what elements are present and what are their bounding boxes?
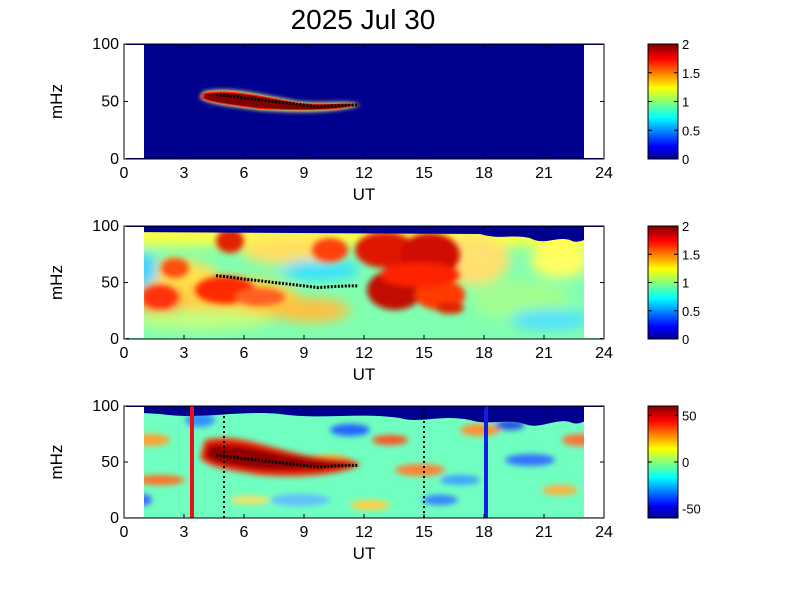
panel-1-x-tick-label: 12 (355, 165, 373, 182)
colorbars: 0 0.5 1 1.5 2 0 0.5 1 1.5 2 50 0 -50 (647, 37, 701, 519)
panel-2-colorbar-label: 0.5 (682, 304, 700, 319)
panel-2-y-tick-label: 50 (101, 275, 119, 292)
panel-2-x-tick-label: 12 (355, 345, 373, 362)
panel-1-colorbar (647, 43, 679, 160)
panel-3-y-tick-label: 0 (110, 510, 119, 527)
panel-3-band (200, 437, 360, 477)
panel-3-colorbar-label: -50 (682, 502, 701, 517)
panel-2-no-data-left (125, 227, 144, 338)
panel-3-x-tick-label: 0 (120, 524, 129, 541)
panel-3-colorbar-label: 0 (682, 455, 689, 470)
panel-3-x-axis-label: UT (353, 544, 376, 563)
panel-3-x-tick-label: 12 (355, 524, 373, 541)
panel-3-colorbar-label: 50 (682, 408, 696, 423)
panel-2-colorbar-label: 1 (682, 276, 689, 291)
panel-3-x-tick-label: 21 (535, 524, 553, 541)
panel-3-x-tick-label: 24 (595, 524, 613, 541)
panel-1-x-tick-label: 15 (415, 165, 433, 182)
panel-2-x-tick-label: 15 (415, 345, 433, 362)
panel-3-top-mask (126, 406, 603, 426)
panel-1-x-tick-label: 9 (300, 165, 309, 182)
panel-1-colorbar-label: 1.5 (682, 66, 700, 81)
panel-1-x-tick-label: 0 (120, 165, 129, 182)
panel-2-x-tick-label: 24 (595, 345, 613, 362)
panel-3-x-tick-label: 3 (180, 524, 189, 541)
panel-3-y-tick-label: 50 (101, 454, 119, 471)
panel-3-colorbar (647, 405, 679, 519)
panel-1-ridge (215, 93, 358, 109)
panel-1-background (126, 44, 603, 159)
panel-1-x-axis-label: UT (353, 185, 376, 204)
panel-1-x-tick-label: 24 (595, 165, 613, 182)
panel-2-colorbar-label: 0 (682, 332, 689, 347)
panel-1-y-tick-label: 100 (92, 36, 119, 53)
panel-2-no-data-right (584, 227, 603, 338)
panel-2-x-tick-label: 3 (180, 345, 189, 362)
panel-3-ridge (215, 453, 358, 469)
panel-1-no-data-right (584, 45, 603, 158)
axes: 0 3 6 9 12 15 18 21 24 0 50 100 UT mHz 0 3 6 9 12 15 18 21 24 0… (47, 36, 613, 563)
panel-2-y-tick-label: 100 (92, 218, 119, 235)
panel-2-x-tick-label: 21 (535, 345, 553, 362)
panel-3-no-data-left (125, 407, 144, 517)
panel-2-x-axis-label: UT (353, 365, 376, 384)
panel-1-x-tick-label: 3 (180, 165, 189, 182)
panel-2-colorbar-label: 2 (682, 219, 689, 234)
panel-1-colorbar-label: 2 (682, 37, 689, 52)
panel-3-x-tick-label: 9 (300, 524, 309, 541)
panel-1-y-axis-label: mHz (47, 84, 66, 119)
panel-3-y-tick-label: 100 (92, 398, 119, 415)
panel-2-colorbar-label: 1.5 (682, 247, 700, 262)
panel-1-colorbar-label: 0 (682, 152, 689, 167)
panel-2-x-tick-label: 9 (300, 345, 309, 362)
panel-3-y-axis-label: mHz (47, 445, 66, 480)
panel-3-x-tick-label: 18 (475, 524, 493, 541)
panel-1-x-tick-label: 21 (535, 165, 553, 182)
panel-3 (123, 405, 605, 519)
panel-3-x-tick-label: 15 (415, 524, 433, 541)
panel-2-hot-regions (142, 229, 465, 314)
panel-1-no-data-left (125, 45, 144, 158)
panel-1-x-tick-label: 6 (240, 165, 249, 182)
panel-2-y-axis-label: mHz (47, 265, 66, 300)
panel-3-x-tick-label: 6 (240, 524, 249, 541)
panel-2 (123, 225, 605, 340)
panel-2-colorbar (647, 225, 679, 340)
panel-1 (123, 43, 605, 160)
panel-3-vertical-lines (190, 406, 488, 518)
panel-2-x-tick-label: 6 (240, 345, 249, 362)
panel-1-colorbar-label: 0.5 (682, 123, 700, 138)
panel-2-x-tick-label: 18 (475, 345, 493, 362)
panel-3-no-data-right (584, 407, 603, 517)
panel-2-y-tick-label: 0 (110, 331, 119, 348)
panel-1-x-tick-label: 18 (475, 165, 493, 182)
panel-1-y-tick-label: 50 (101, 94, 119, 111)
figure-title: 2025 Jul 30 (291, 4, 436, 35)
panel-1-colorbar-label: 1 (682, 95, 689, 110)
panel-2-ridge (215, 274, 358, 290)
panel-2-x-tick-label: 0 (120, 345, 129, 362)
panel-1-y-tick-label: 0 (110, 151, 119, 168)
